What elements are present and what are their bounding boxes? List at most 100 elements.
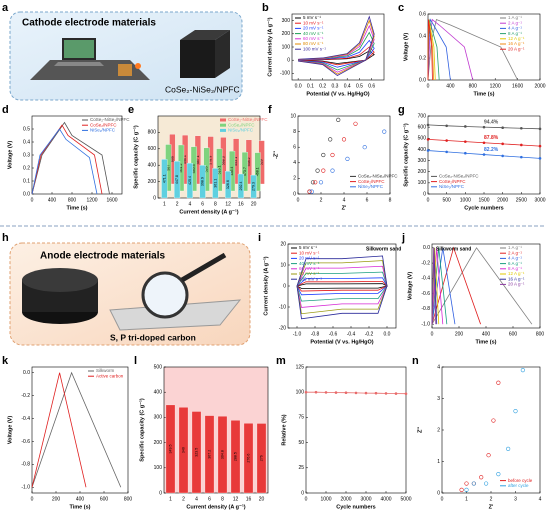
panel-label: d: [2, 104, 9, 116]
point: [459, 487, 464, 492]
x-tick-label: 2000: [340, 496, 351, 502]
x-axis-label: Current density (A g⁻¹): [179, 208, 238, 215]
legend-label: 5 mV s⁻¹: [303, 15, 321, 20]
legend-label: 6 A g⁻¹: [508, 261, 522, 266]
x-axis-label: Current density (A g⁻¹): [186, 503, 245, 510]
x-axis-label: Time (s): [476, 339, 497, 345]
x-tick-label: 6: [201, 201, 204, 207]
y-tick-label: -0.6: [21, 439, 30, 445]
value-label: 578.9: [209, 156, 213, 165]
point: [353, 121, 358, 126]
y-tick-label: 0.0: [23, 191, 30, 197]
point: [310, 180, 316, 185]
bar: [212, 168, 219, 199]
y-tick-label: 200: [282, 31, 291, 37]
x-tick-label: 3000: [360, 496, 371, 502]
series-line: [296, 280, 388, 292]
point: [464, 125, 467, 128]
bar: [217, 416, 228, 494]
legend-label: CoSe₂-NiSe₂/NPFC: [90, 117, 130, 122]
x-tick-label: 4: [188, 201, 191, 207]
panel-label: f: [268, 104, 272, 116]
value-label: 340: [181, 447, 185, 453]
legend-label: 2 A g⁻¹: [508, 250, 522, 255]
x-tick-label: 0: [441, 496, 444, 502]
y-tick-label: -0.8: [421, 306, 430, 312]
y-tick-label: 500: [154, 364, 163, 370]
value-label: 596.1: [183, 155, 187, 164]
annotation: Silkworm sand: [366, 246, 401, 252]
flame: [135, 63, 141, 69]
panel-label: k: [2, 355, 9, 367]
x-tick-label: 1000: [320, 496, 331, 502]
series-line: [431, 247, 448, 325]
point: [538, 127, 542, 131]
y-tick-label: -0.4: [21, 416, 30, 422]
y-tick-label: 700: [418, 113, 427, 119]
bar: [191, 411, 202, 494]
y-tick-label: 20: [280, 241, 286, 247]
value-label: 276.6: [246, 454, 250, 463]
point: [394, 392, 398, 395]
point: [330, 152, 335, 158]
series-line: [31, 372, 87, 488]
y-axis-label: Z'': [417, 426, 423, 433]
legend-label: 10 mV s⁻¹: [303, 20, 324, 25]
x-tick-label: 1: [465, 496, 468, 502]
legend-label: 60 mV s⁻¹: [303, 36, 324, 41]
panel-label: c: [398, 2, 404, 14]
y-tick-label: 0: [301, 490, 304, 496]
laptop-display: [64, 40, 94, 58]
x-tick-label: 800: [536, 331, 545, 337]
y-tick-label: 300: [282, 18, 291, 24]
value-label: 279.3: [252, 182, 256, 191]
series-line: [31, 128, 98, 195]
value-label: 447.8: [175, 175, 179, 184]
y-tick-label: 25: [298, 465, 304, 471]
legend-label: NiSe₂/NPFC: [90, 128, 116, 133]
y-tick-label: 300: [154, 415, 163, 421]
x-tick-label: 0: [305, 496, 308, 502]
y-tick-label: -100: [280, 71, 290, 77]
series-line: [298, 46, 375, 66]
y-tick-label: 200: [148, 179, 157, 185]
x-axis-label: Potential (V vs. Hg/HgO): [310, 339, 373, 345]
point: [318, 180, 324, 185]
y-tick-label: -1.0: [421, 322, 430, 328]
x-tick-label: 200: [52, 496, 61, 502]
point: [328, 137, 333, 142]
y-tick-label: 0.3: [23, 152, 30, 158]
y-tick-label: 800: [148, 130, 157, 136]
y-axis-label: Relative (%): [281, 414, 287, 445]
x-tick-label: 800: [124, 496, 133, 502]
x-tick-label: 2000: [497, 197, 508, 203]
point: [464, 481, 469, 486]
point: [382, 129, 387, 134]
legend-label: NiSe₂/NPFC: [358, 184, 384, 189]
point: [324, 391, 328, 394]
y-tick-label: -0.2: [21, 393, 30, 399]
legend-label: 100 mV s⁻¹: [299, 276, 322, 281]
legend-label: 80 mV s⁻¹: [299, 271, 320, 276]
point: [354, 391, 358, 395]
legend-label: 2 A g⁻¹: [508, 20, 522, 25]
series-line: [298, 19, 375, 75]
y-tick-label: 500: [418, 136, 427, 142]
x-tick-label: 16: [246, 496, 252, 502]
x-tick-label: 5000: [400, 496, 411, 502]
point: [464, 140, 467, 143]
x-tick-label: 20: [251, 201, 257, 207]
value-label: 587.1: [196, 155, 200, 164]
x-tick-label: 1: [169, 496, 172, 502]
bar: [241, 152, 248, 192]
legend-label: 40 mV s⁻¹: [303, 31, 324, 36]
legend-label: 4 A g⁻¹: [508, 256, 522, 261]
y-axis-label: Voltage (V): [7, 141, 13, 169]
illustration-caption: S, P tri-doped carbon: [110, 332, 196, 342]
instrument: [118, 64, 132, 76]
y-tick-label: 0.1: [23, 178, 30, 184]
point: [321, 152, 326, 158]
point: [321, 168, 326, 173]
y-tick-label: 0.2: [419, 55, 426, 61]
